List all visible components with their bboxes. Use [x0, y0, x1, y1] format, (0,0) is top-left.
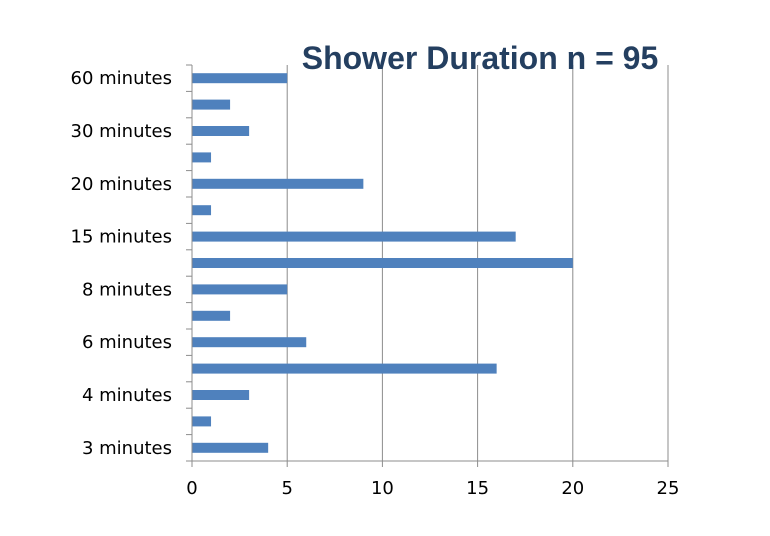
tick-labels: 0 5 10 15 20 25 3 minutes 4 minutes 6 minutes 8 m…	[71, 68, 680, 499]
bars	[192, 73, 573, 453]
bar	[192, 99, 231, 110]
y-category-label: 60 minutes	[71, 68, 173, 89]
bar	[192, 73, 288, 84]
bar	[192, 258, 573, 268]
x-tick-label: 25	[657, 478, 680, 499]
bar	[192, 416, 212, 427]
bar	[192, 231, 516, 242]
x-tick-label: 0	[186, 478, 197, 499]
bar	[192, 363, 497, 374]
y-category-label: 6 minutes	[82, 332, 172, 353]
chart-title: Shower Duration n = 95	[302, 40, 659, 76]
bar	[192, 126, 250, 136]
bar	[192, 337, 307, 348]
bar	[192, 152, 212, 163]
bar	[192, 310, 231, 321]
x-tick-label: 20	[561, 478, 584, 499]
x-tick-label: 5	[281, 478, 292, 499]
x-tick-label: 10	[371, 478, 394, 499]
y-category-label: 3 minutes	[82, 438, 172, 459]
y-category-label: 8 minutes	[82, 279, 172, 300]
x-tick-label: 15	[466, 478, 489, 499]
y-category-label: 15 minutes	[71, 227, 173, 248]
axes	[186, 64, 669, 467]
bar	[192, 442, 269, 453]
y-category-label: 4 minutes	[82, 385, 172, 406]
y-category-label: 20 minutes	[71, 174, 173, 195]
bar	[192, 390, 250, 400]
bar	[192, 284, 288, 295]
bar	[192, 178, 364, 189]
y-category-label: 30 minutes	[71, 121, 173, 142]
bar	[192, 205, 212, 216]
